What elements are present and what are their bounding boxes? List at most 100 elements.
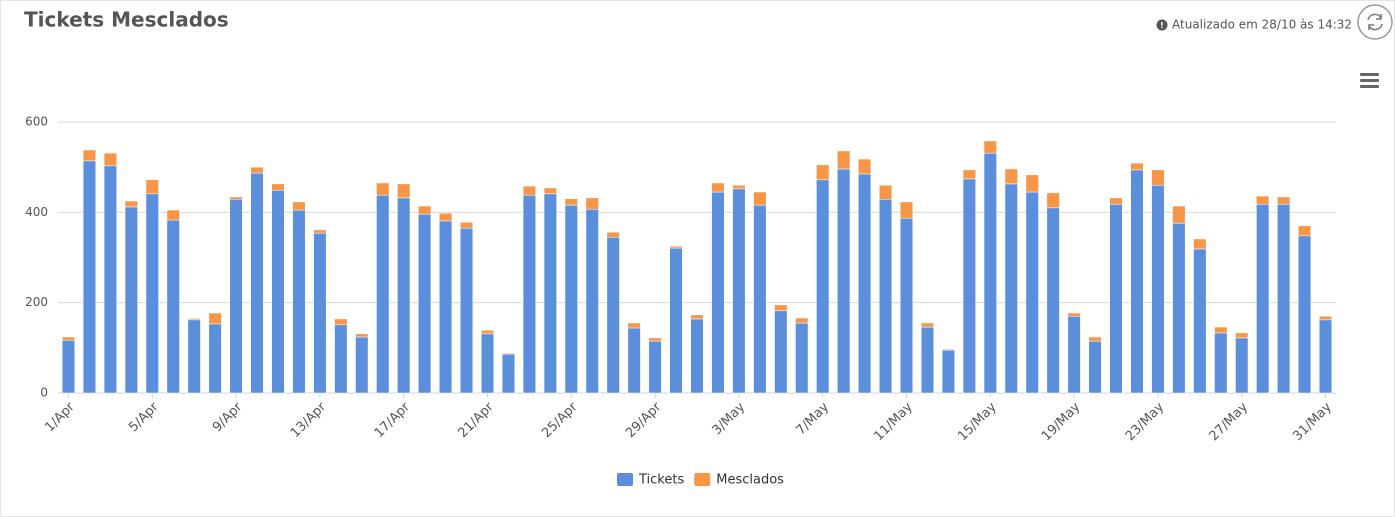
bar-segment [983, 152, 997, 394]
bar-segment [334, 318, 348, 326]
bar-segment [376, 194, 390, 394]
bar-segment [124, 200, 138, 208]
bar-segment [774, 304, 788, 312]
bar-segment [103, 152, 117, 167]
updated-text: Atualizado em 28/10 às 14:32 [1172, 18, 1352, 32]
bar-segment [522, 185, 536, 196]
bar-segment [983, 140, 997, 154]
bar-segment [397, 197, 411, 394]
legend-label: Mesclados [716, 473, 784, 488]
bar-segment [1109, 203, 1123, 394]
bar-segment [439, 220, 453, 394]
bar-segment [250, 166, 264, 174]
bar-segment [271, 183, 285, 191]
bar-segment [208, 323, 222, 394]
bar-segment [648, 340, 662, 394]
y-tick-label: 200 [25, 295, 48, 309]
bar-segment [879, 198, 893, 394]
bar-segment [816, 164, 830, 181]
bar-segment [418, 213, 432, 394]
bar-segment [1277, 203, 1291, 394]
bar-segment [1193, 238, 1207, 250]
y-tick-label: 400 [25, 205, 48, 219]
bar-segment [627, 322, 641, 329]
bar-segment [460, 222, 474, 229]
bar-segment [543, 193, 557, 394]
refresh-button[interactable] [1357, 4, 1393, 40]
y-tick-label: 600 [25, 115, 48, 129]
bar-segment [858, 158, 872, 175]
bar-segment [250, 172, 264, 394]
bar-segment [962, 169, 976, 180]
bar-segment [732, 184, 746, 190]
bar-segment [711, 182, 725, 193]
bar-segment [1046, 207, 1060, 394]
y-tick-label: 0 [40, 386, 48, 400]
bar-segment [82, 160, 96, 394]
bar-segment [648, 337, 662, 342]
bar-segment [1088, 340, 1102, 394]
bar-segment [1318, 319, 1333, 394]
bar-segment [1067, 312, 1081, 317]
bar-segment [313, 232, 327, 394]
bar-segment [920, 326, 934, 394]
bar-segment [1130, 162, 1144, 171]
bar-segment [439, 212, 453, 222]
bar-segment [1151, 184, 1165, 394]
bar-segment [355, 333, 369, 338]
bar-segment [1214, 332, 1228, 394]
bar-segment [753, 191, 767, 206]
bar-segment [753, 204, 767, 394]
bar-segment [669, 245, 683, 249]
bar-segment [1298, 225, 1312, 237]
bar-segment [292, 201, 306, 211]
bar-segment [208, 312, 222, 325]
bar-segment [271, 189, 285, 394]
bar-segment [585, 197, 599, 210]
bar-segment [690, 314, 704, 320]
bar-segment [1318, 315, 1333, 321]
bar-segment [879, 184, 893, 200]
bar-segment [1025, 191, 1039, 394]
legend-label: Tickets [638, 473, 684, 488]
bar-segment [1277, 196, 1291, 205]
bar-segment [1193, 248, 1207, 394]
bar-segment [606, 236, 620, 394]
menu-button[interactable] [1360, 73, 1379, 88]
bar-segment [941, 348, 955, 351]
bar-segment [1214, 326, 1228, 334]
info-icon [1156, 19, 1168, 31]
bar-segment [732, 188, 746, 394]
bar-segment [1088, 336, 1102, 342]
bar-segment [1067, 315, 1081, 394]
bar-segment [124, 206, 138, 394]
bar-segment [145, 179, 159, 195]
bar-segment [941, 349, 955, 394]
bar-segment [816, 179, 830, 394]
bar-segment [480, 333, 495, 394]
bar-segment [585, 208, 599, 394]
bar-segment [187, 319, 201, 394]
bar-segment [899, 201, 914, 219]
bar-segment [1256, 203, 1270, 394]
bar-segment [690, 318, 704, 394]
title: Tickets Mesclados [24, 8, 229, 32]
bar-segment [1004, 183, 1018, 394]
bar-segment [229, 198, 243, 394]
bar-segment [837, 150, 851, 170]
bar-segment [313, 229, 327, 234]
bar-segment [795, 317, 809, 324]
bar-segment [82, 149, 96, 162]
bar-segment [187, 318, 201, 321]
bar-segment [334, 324, 348, 394]
bar-segment [166, 219, 180, 394]
bar-segment [543, 187, 557, 195]
bar-segment [103, 165, 117, 394]
bar-segment [899, 217, 914, 394]
bar-segment [460, 227, 474, 394]
bar-segment [606, 231, 620, 238]
bar-segment [61, 336, 76, 341]
bar-segment [1298, 235, 1312, 394]
bar-segment [229, 196, 243, 200]
bar-segment [418, 205, 432, 215]
